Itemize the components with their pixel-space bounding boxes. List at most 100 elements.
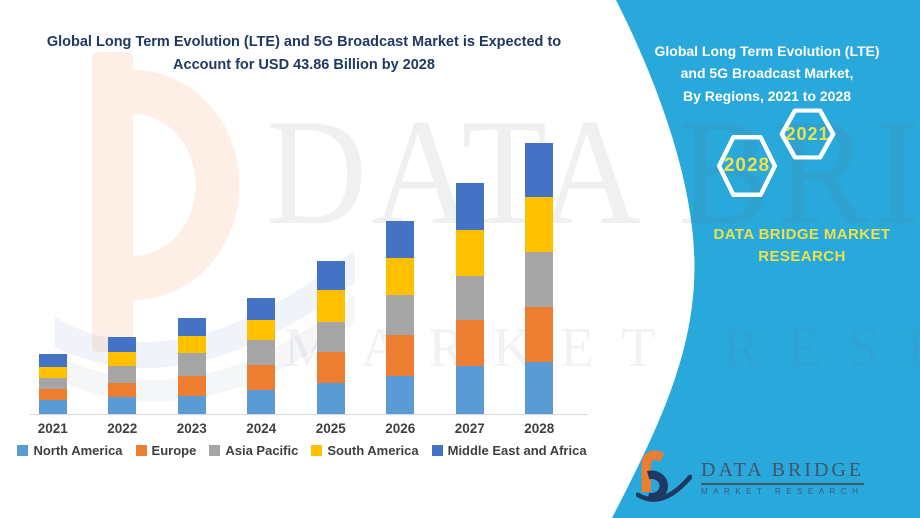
stacked-bar-2024 — [247, 297, 276, 414]
x-axis-labels: 2021 2022 2023 2024 2025 2026 2027 2028 — [18, 421, 574, 436]
stacked-bar-2025 — [316, 261, 345, 414]
segment-asia-pacific — [316, 321, 345, 352]
segment-middle-east-and-africa — [108, 337, 137, 353]
x-axis-label-2022: 2022 — [107, 421, 138, 436]
segment-south-america — [177, 336, 206, 354]
segment-europe — [247, 364, 276, 390]
segment-south-america — [316, 289, 345, 322]
bar-column-2021 — [18, 354, 88, 414]
panel-brand-name: DATA BRIDGE MARKET RESEARCH — [713, 226, 891, 265]
stacked-bar-2026 — [386, 220, 415, 414]
segment-middle-east-and-africa — [525, 142, 554, 198]
segment-middle-east-and-africa — [38, 354, 67, 368]
x-axis-label-2021: 2021 — [37, 421, 68, 436]
segment-asia-pacific — [38, 378, 67, 389]
segment-europe — [177, 376, 206, 396]
bar-column-2026 — [366, 220, 436, 414]
legend-label-north-america: North America — [33, 443, 123, 458]
x-axis-label-2025: 2025 — [315, 421, 346, 436]
legend-item-north-america: North America — [17, 443, 123, 458]
segment-north-america — [386, 375, 415, 414]
chart-headline: Global Long Term Evolution (LTE) and 5G … — [46, 34, 562, 74]
segment-middle-east-and-africa — [386, 220, 415, 259]
x-axis-label-2027: 2027 — [454, 421, 485, 436]
stacked-bar-2022 — [108, 337, 137, 414]
legend-marker-north-america — [17, 445, 29, 456]
segment-europe — [455, 320, 484, 366]
bar-column-2023 — [157, 317, 227, 414]
legend-marker-asia-pacific — [209, 445, 221, 456]
segment-south-america — [455, 229, 484, 276]
segment-south-america — [247, 320, 276, 340]
legend-item-europe: Europe — [135, 443, 197, 458]
segment-asia-pacific — [108, 366, 137, 383]
logo-subtext: MARKET RESEARCH — [701, 487, 864, 496]
legend-label-asia-pacific: Asia Pacific — [225, 443, 299, 458]
segment-asia-pacific — [247, 339, 276, 365]
segment-europe — [38, 388, 67, 400]
legend-marker-middle-east-and-africa — [431, 445, 443, 456]
segment-europe — [525, 306, 554, 363]
databridge-logo-mark-icon — [636, 450, 692, 502]
segment-north-america — [316, 382, 345, 414]
bar-column-2028 — [505, 142, 575, 414]
x-axis-line — [30, 414, 588, 415]
segment-middle-east-and-africa — [455, 182, 484, 230]
segment-south-america — [38, 367, 67, 379]
segment-middle-east-and-africa — [247, 297, 276, 321]
x-axis-label-2023: 2023 — [176, 421, 207, 436]
segment-europe — [108, 382, 137, 397]
panel-title: Global Long Term Evolution (LTE) and 5G … — [654, 43, 880, 104]
segment-south-america — [386, 258, 415, 296]
teal-panel-shape — [612, 0, 920, 518]
segment-europe — [386, 334, 415, 376]
legend-marker-south-america — [311, 445, 323, 456]
legend-item-middle-east-and-africa: Middle East and Africa — [431, 443, 587, 458]
hexagon-2021-label: 2021 — [785, 123, 830, 144]
stacked-bar-2023 — [177, 317, 206, 414]
segment-asia-pacific — [455, 275, 484, 321]
stacked-bar-2021 — [38, 354, 67, 414]
stacked-bar-2028 — [525, 142, 554, 414]
chart-legend: North America Europe Asia Pacific South Ame… — [16, 443, 588, 458]
segment-north-america — [525, 362, 554, 414]
segment-north-america — [177, 395, 206, 414]
logo-underline — [701, 483, 865, 485]
legend-item-asia-pacific: Asia Pacific — [209, 443, 298, 458]
x-axis-label-2028: 2028 — [524, 421, 555, 436]
hexagon-2021: 2021 — [779, 108, 836, 160]
legend-label-europe: Europe — [151, 443, 197, 458]
databridge-logo: DATA BRIDGE MARKET RESEARCH — [636, 450, 865, 506]
segment-middle-east-and-africa — [316, 261, 345, 290]
legend-label-south-america: South America — [327, 443, 419, 458]
bar-column-2027 — [435, 182, 505, 414]
x-axis-label-2024: 2024 — [246, 421, 277, 436]
segment-north-america — [108, 396, 137, 414]
watermark-databridge-text: DATA BRIDGE — [266, 88, 920, 256]
stacked-bar-2027 — [455, 182, 484, 414]
segment-north-america — [247, 389, 276, 414]
x-axis-label-2026: 2026 — [385, 421, 416, 436]
segment-asia-pacific — [386, 295, 415, 335]
segment-north-america — [38, 399, 67, 414]
logo-name: DATA BRIDGE — [701, 459, 865, 481]
segment-south-america — [108, 352, 137, 367]
bar-column-2022 — [88, 337, 158, 414]
segment-middle-east-and-africa — [177, 317, 206, 337]
legend-item-south-america: South America — [311, 443, 419, 458]
segment-asia-pacific — [525, 252, 554, 307]
hexagon-2028: 2028 — [716, 134, 778, 198]
segment-asia-pacific — [177, 353, 206, 377]
legend-marker-europe — [135, 445, 147, 456]
databridge-logo-text: DATA BRIDGE MARKET RESEARCH — [701, 459, 865, 496]
segment-europe — [316, 351, 345, 383]
hexagon-2028-label: 2028 — [723, 155, 771, 176]
hexagon-outline-icon — [779, 108, 836, 160]
background-logo-watermark-icon — [55, 52, 355, 402]
segment-north-america — [455, 365, 484, 414]
segment-south-america — [525, 197, 554, 253]
stacked-bar-plot-area — [18, 142, 574, 414]
hexagon-outline-icon — [716, 134, 778, 198]
